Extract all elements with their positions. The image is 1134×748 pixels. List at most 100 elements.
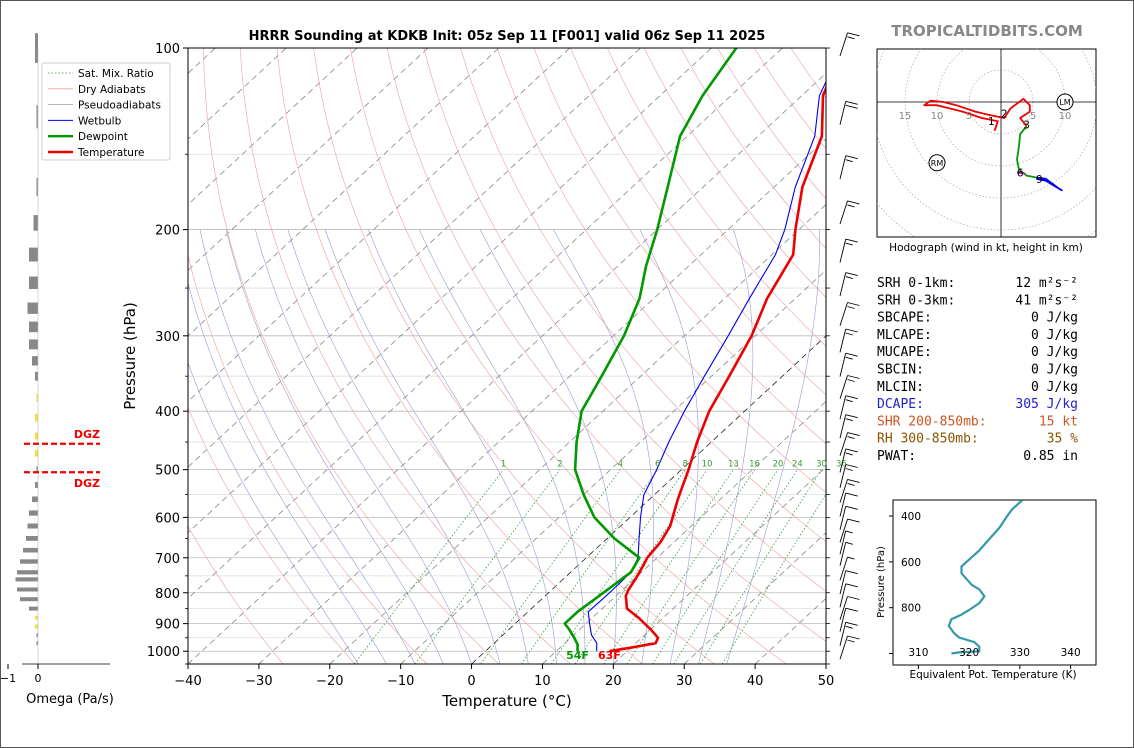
ring-label: 5 [966,111,972,122]
barb-flag [845,607,858,612]
hodograph-labels: 15 10 5 5 10 12 3 69 RM LM [899,93,1074,186]
barb-staff [839,583,847,608]
barb-staff [839,448,847,473]
dry-adiabat [570,48,826,396]
dry-adiabat [460,48,826,543]
pseudoadiabat [199,229,416,664]
isotherm-line [613,466,826,664]
barb-staff [839,375,848,399]
barb-half [845,242,853,246]
barb-flag [845,328,858,333]
barb-half [845,468,853,471]
x-tick-label: 0 [467,674,475,689]
mixing-ratio-label: 6 [655,460,660,470]
skewt-gridlines [188,48,826,664]
omega-bar [35,413,38,422]
mixing-ratio-line [414,469,561,664]
barb-flag [847,302,860,306]
ring-label: 10 [931,111,944,122]
omega-bars [15,33,38,646]
omega-bar [35,624,38,629]
wind-barb [839,432,860,456]
y-tick-label: 200 [155,224,180,239]
pseudoadiabat [255,229,472,664]
y-tick-label: 900 [155,618,180,633]
theta-x-tick-label: 310 [908,647,928,659]
storm-motion-label: RM [931,159,944,168]
wind-barb [839,414,858,439]
wind-barb [839,302,860,326]
pseudoadiabat [324,229,529,664]
wind-barb [839,635,860,660]
wind-barb [839,518,860,543]
omega-bar [17,570,38,575]
legend-label: Sat. Mix. Ratio [78,68,154,80]
dgz-markers: DGZ DGZ [24,428,100,490]
mixing-ratio-label: 2 [557,460,562,470]
hodograph-xlabel: Hodograph (wind in kt, height in km) [889,242,1083,254]
x-tick-label: −20 [316,674,343,689]
theta-y-tick-label: 600 [901,557,921,569]
surface-temp-label: 54F [566,649,589,662]
wind-barb [839,155,858,180]
legend-label: Dewpoint [78,131,128,143]
index-label: SRH 0-3km: [877,293,955,308]
pseudoadiabat [287,229,501,664]
skewt-profiles [563,48,826,653]
index-value: 0 J/kg [1031,345,1078,360]
wind-barb [839,607,858,632]
mixing-ratio-line [550,469,686,664]
index-value: 0 J/kg [1031,380,1078,395]
wind-barb [839,272,858,297]
omega-bar [36,466,38,473]
omega-bar [26,536,38,541]
barb-half [847,204,855,208]
barb-staff [839,414,847,439]
index-label: DCAPE: [877,397,924,412]
y-tick-label: 400 [155,405,180,420]
mixing-ratio-label: 30 [816,460,827,470]
omega-bar [36,641,38,646]
x-tick-label: 30 [676,674,693,689]
omega-bar [27,302,38,314]
chart-title: HRRR Sounding at KDKB Init: 05z Sep 11 [… [249,29,766,44]
barb-staff [839,542,847,566]
isotherm-line [188,48,500,337]
barb-staff [839,464,847,489]
x-tick-label: −30 [245,674,272,689]
y-tick-label: 500 [155,464,180,479]
y-tick-label: 800 [155,587,180,602]
pseudoadiabat [368,229,557,664]
barb-flag [847,432,860,437]
dry-adiabat [350,48,787,664]
pseudoadiabat [480,229,617,664]
mixing-ratio-label: 20 [773,460,784,470]
barb-flag [847,635,860,640]
index-value: 0 J/kg [1031,311,1078,326]
isotherm-line [188,72,826,664]
omega-bar [36,633,38,637]
omega-bar [35,482,38,488]
mixing-ratio-line [353,469,504,664]
index-value: 0 J/kg [1031,328,1078,343]
wind-barbs [839,32,860,660]
pseudoadiabat [698,229,754,664]
barb-flag [845,100,858,105]
wind-barb [839,492,858,517]
barb-staff [839,353,847,377]
pseudoadiabat [419,229,586,664]
barb-staff [839,302,848,326]
omega-bar [35,432,38,440]
skewt-plot-border [187,47,827,665]
profile-wetbulb [587,80,826,652]
isotherm-line [683,532,826,664]
mixing-ratio-line [652,469,779,664]
barb-staff [839,622,847,646]
theta-e-border [892,499,1097,666]
barb-staff [839,101,847,125]
mixing-ratio-label: 4 [618,460,623,470]
barb-flag [847,596,860,600]
omega-bar [35,450,38,457]
mixing-ratio-line [626,469,755,664]
omega-bar [36,178,38,196]
